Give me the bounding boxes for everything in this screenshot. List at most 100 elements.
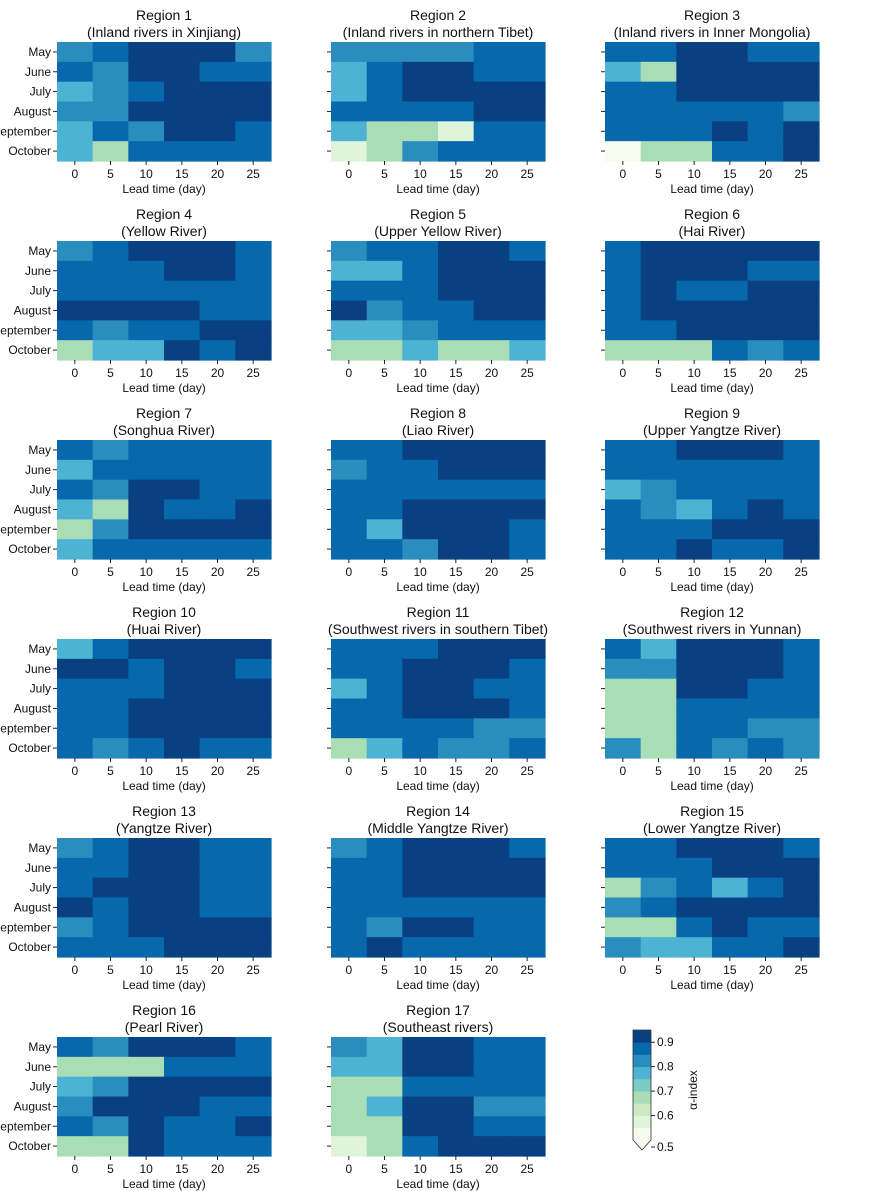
heatmap-panel-region-14: Region 14(Middle Yangtze River) 0 5 10 15 20 2… [327,803,546,992]
y-tick-label: July [30,85,51,99]
colorbar-segment [633,1066,651,1080]
heatmap-cell [438,698,475,719]
heatmap-cell [605,440,642,461]
heatmap-cell [509,340,546,361]
heatmap-cell [783,678,820,700]
heatmap-cell [747,81,784,103]
heatmap-cell [783,320,820,341]
x-tick-label: 5 [381,565,388,579]
heatmap-cell [128,141,165,162]
heatmap-cell [509,1136,546,1157]
colorbar-segment [633,1078,651,1092]
x-tick-label: 20 [211,963,225,977]
heatmap-cell [92,300,129,321]
heatmap-cell [164,101,201,122]
heatmap-cell [128,857,165,879]
heatmap-cell [676,320,713,341]
heatmap-cell [640,141,677,162]
heatmap-cell [199,678,236,700]
heatmap-cell [235,1136,272,1157]
heatmap-cell [402,838,439,859]
heatmap-cell [92,81,129,103]
heatmap-cell [128,539,165,560]
heatmap-cell [366,1136,403,1157]
heatmap-cell [605,241,642,262]
heatmap-cell [164,678,201,700]
heatmap-cell [92,698,129,719]
x-tick-label: 5 [655,167,662,181]
heatmap-cell [57,320,94,341]
heatmap-cell [438,639,475,660]
heatmap-cell [747,300,784,321]
heatmap-cell [605,738,642,759]
colorbar-segment [633,1103,651,1116]
heatmap-cell [366,718,403,739]
panel-title: Region 11 [407,604,470,620]
heatmap-cell [199,1037,236,1058]
heatmap-cell [783,857,820,879]
heatmap-cell [473,121,510,142]
heatmap-cell [473,459,510,481]
heatmap-cell [783,499,820,520]
heatmap-cell [473,857,510,879]
x-tick-label: 15 [449,764,463,778]
panel-title: Region 12 [680,604,744,620]
heatmap-cell [366,121,403,142]
heatmap-cell [473,658,510,680]
panel-subtitle: (Liao River) [402,422,474,438]
heatmap-cell [640,340,677,361]
heatmap-cell [366,81,403,103]
heatmap-cell [402,241,439,262]
heatmap-cell [438,320,475,341]
heatmap-cell [676,937,713,958]
heatmap-cell [712,917,749,938]
heatmap-cell [783,479,820,501]
x-tick-label: 25 [520,764,534,778]
y-tick-label: June [25,662,51,676]
x-tick-label: 0 [345,167,352,181]
heatmap-cell [57,340,94,361]
x-tick-label: 10 [413,1162,427,1176]
heatmap-cell [783,42,820,63]
y-tick-label: May [28,45,51,59]
heatmap-cell [783,639,820,660]
x-tick-label: 15 [723,167,737,181]
heatmap-cell [676,121,713,142]
x-tick-label: 5 [381,1162,388,1176]
heatmap-cell [57,42,94,63]
heatmap-cell [128,300,165,321]
heatmap-cell [605,539,642,560]
x-axis-label: Lead time (day) [396,1177,479,1191]
x-tick-label: 10 [413,963,427,977]
heatmap-cell [640,320,677,341]
heatmap-cell [438,539,475,560]
heatmap-cell [438,340,475,361]
heatmap-cell [473,1136,510,1157]
heatmap-cell [509,917,546,938]
heatmap-cell [199,539,236,560]
x-tick-label: 20 [211,565,225,579]
heatmap-cell [605,678,642,700]
x-tick-label: 20 [485,1162,499,1176]
heatmap-cell [402,121,439,142]
panel-subtitle: (Huai River) [127,621,202,637]
heatmap-cell [366,241,403,262]
heatmap-panel-region-5: Region 5(Upper Yellow River) 0 5 10 15 20 25 Le… [327,206,546,395]
x-tick-label: 5 [655,366,662,380]
panel-subtitle: (Songhua River) [113,422,215,438]
y-tick-label: May [28,1040,51,1054]
heatmap-cell [473,81,510,103]
heatmap-cell [402,1116,439,1137]
heatmap-cell [164,1037,201,1058]
heatmap-cell [438,1116,475,1137]
heatmap-cell [235,877,272,899]
heatmap-cell [747,877,784,899]
heatmap-cell [605,658,642,680]
heatmap-cell [509,241,546,262]
heatmap-cell [605,300,642,321]
heatmap-cell [128,897,165,918]
heatmap-cell [199,459,236,481]
heatmap-cell [640,917,677,938]
heatmap-cell [473,838,510,859]
x-tick-label: 15 [723,366,737,380]
